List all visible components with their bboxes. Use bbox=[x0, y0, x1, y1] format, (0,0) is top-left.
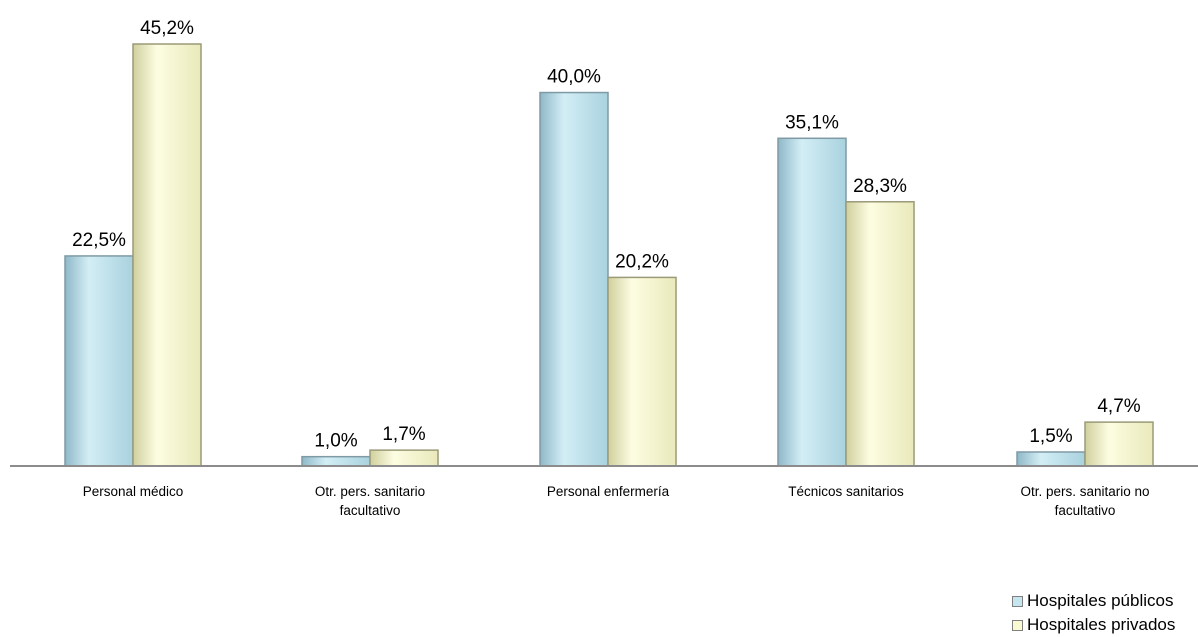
bar-publicos-1 bbox=[301, 455, 371, 467]
value-label-privados-2: 20,2% bbox=[615, 251, 669, 272]
legend: Hospitales públicos Hospitales privados bbox=[1012, 589, 1175, 637]
value-label-privados-0: 45,2% bbox=[140, 18, 194, 39]
bar-publicos-4 bbox=[1016, 451, 1086, 467]
legend-label-publicos: Hospitales públicos bbox=[1027, 591, 1174, 610]
category-label-3: Técnicos sanitarios bbox=[788, 484, 904, 499]
bar-privados-0 bbox=[132, 43, 202, 467]
legend-swatch-publicos bbox=[1012, 595, 1023, 607]
bars-group bbox=[64, 43, 1154, 467]
bar-privados-2 bbox=[607, 276, 677, 467]
bar-privados-1 bbox=[369, 449, 439, 467]
legend-label-privados: Hospitales privados bbox=[1027, 615, 1176, 634]
legend-item-hospitales-publicos: Hospitales públicos bbox=[1012, 589, 1175, 613]
value-label-publicos-2: 40,0% bbox=[547, 67, 601, 88]
category-label-1: Otr. pers. sanitario facultativo bbox=[314, 484, 426, 518]
value-label-publicos-4: 1,5% bbox=[1029, 426, 1072, 447]
category-label-4: Otr. pers. sanitario no facultativo bbox=[1020, 484, 1150, 518]
legend-swatch-privados bbox=[1012, 619, 1023, 631]
bar-privados-3 bbox=[845, 201, 915, 467]
category-label-2: Personal enfermería bbox=[546, 484, 670, 499]
value-label-publicos-1: 1,0% bbox=[314, 431, 357, 452]
bar-publicos-2 bbox=[539, 91, 609, 467]
value-labels-group: 22,5% 1,0% 40,0% 35,1% 1,5% 45,2% 1,7% 20,2% 28,… bbox=[72, 18, 1141, 452]
value-label-privados-1: 1,7% bbox=[382, 424, 425, 445]
bar-privados-4 bbox=[1084, 421, 1154, 467]
value-label-privados-4: 4,7% bbox=[1097, 396, 1140, 417]
bar-publicos-0 bbox=[64, 255, 134, 467]
bar-chart: 22,5% 1,0% 40,0% 35,1% 1,5% 45,2% 1,7% 20,2% 28,… bbox=[10, 18, 1198, 467]
value-label-publicos-0: 22,5% bbox=[72, 230, 126, 251]
value-label-privados-3: 28,3% bbox=[853, 176, 907, 197]
bar-publicos-3 bbox=[777, 137, 847, 467]
legend-item-hospitales-privados: Hospitales privados bbox=[1012, 613, 1175, 637]
value-label-publicos-3: 35,1% bbox=[785, 112, 839, 133]
category-label-0: Personal médico bbox=[82, 484, 184, 499]
